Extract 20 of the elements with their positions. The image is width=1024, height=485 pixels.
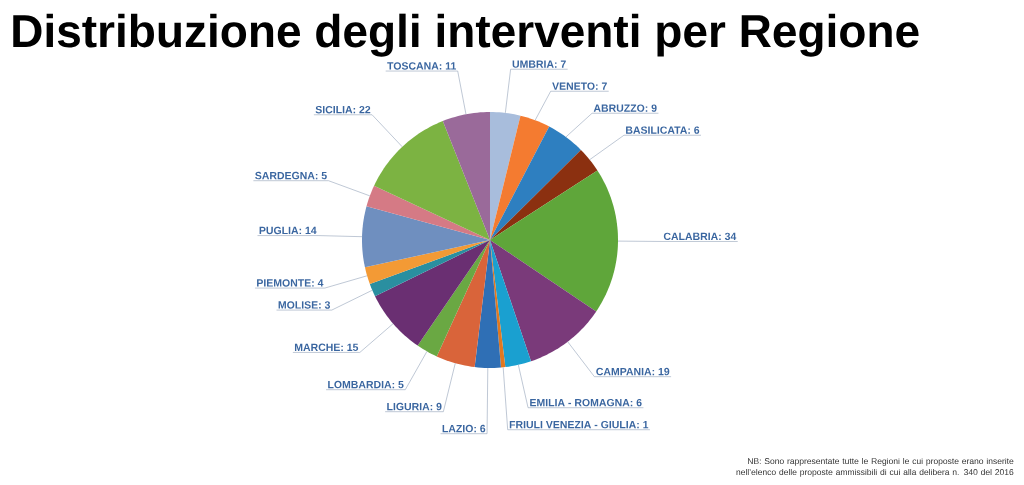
slice-label: BASILICATA: 6 xyxy=(626,126,700,134)
chart-title: Distribuzione degli interventi per Regione xyxy=(13,13,919,57)
slice-label: MOLISE: 3 xyxy=(278,301,331,309)
slice-label: SICILIA: 22 xyxy=(315,105,371,114)
slice-label: EMILIA - ROMAGNA: 6 xyxy=(530,398,642,407)
slice-label: PIEMONTE: 4 xyxy=(257,279,324,287)
slice-label: LOMBARDIA: 5 xyxy=(328,380,404,389)
slice-label: MARCHE: 15 xyxy=(294,343,359,352)
slice-label: LIGURIA: 9 xyxy=(387,402,442,411)
slice-label: CALABRIA: 34 xyxy=(663,232,737,241)
slice-label: FRIULI VENEZIA - GIULIA: 1 xyxy=(509,420,649,429)
slice-label: SARDEGNA: 5 xyxy=(255,171,327,180)
slice-label: CAMPANIA: 19 xyxy=(596,367,670,376)
slice-label: UMBRIA: 7 xyxy=(512,60,566,68)
slice-label: ABRUZZO: 9 xyxy=(593,104,657,112)
slice-label: PUGLIA: 14 xyxy=(259,226,317,235)
slice-label: TOSCANA: 11 xyxy=(387,62,457,70)
slice-label: LAZIO: 6 xyxy=(442,424,486,433)
text: NB: Sono rappresentate tutte le Regioni le cui proposte erano inserite nell’elenco delle proposte ammissibili di cui alla delibera n. 340 del 2016 xyxy=(736,457,1014,477)
slice-label: VENETO: 7 xyxy=(552,82,607,90)
